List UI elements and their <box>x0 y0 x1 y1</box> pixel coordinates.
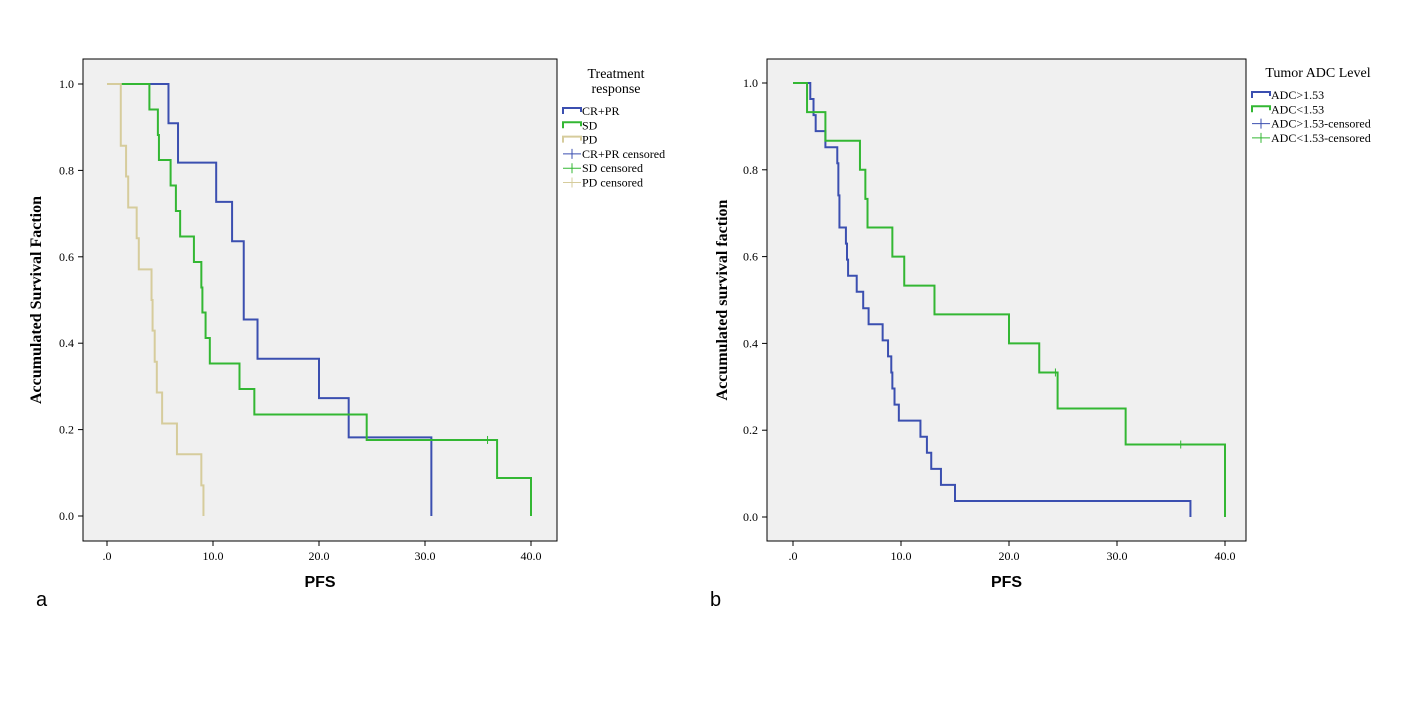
y-tick-label: 0.0 <box>743 510 758 524</box>
legend-item-label: SD <box>582 118 598 132</box>
x-tick-label: 40.0 <box>521 549 542 563</box>
legend-item-label: ADC<1.53-censored <box>1271 131 1371 145</box>
y-tick-label: 0.2 <box>743 423 758 437</box>
y-axis-title: Accumulated Survival Faction <box>28 196 45 404</box>
legend-title: Tumor ADC Level <box>1265 66 1370 81</box>
panel-label: b <box>710 589 721 611</box>
y-tick-label: 0.8 <box>59 163 74 177</box>
y-tick-label: 1.0 <box>59 77 74 91</box>
x-tick-label: 10.0 <box>891 549 912 563</box>
y-tick-label: 0.4 <box>743 336 758 350</box>
x-tick-label: 30.0 <box>1107 549 1128 563</box>
legend-swatch <box>562 121 582 129</box>
km-series-cr-pr <box>107 83 433 516</box>
y-tick-label: 0.6 <box>743 250 758 264</box>
km-series-sd <box>107 83 532 516</box>
y-tick-label: 1.0 <box>743 76 758 90</box>
legend-swatch <box>562 135 582 143</box>
y-tick-label: 0.0 <box>59 509 74 523</box>
legend-item-label: SD censored <box>582 161 643 175</box>
km-chart-b: .0 10.0 20.0 30.0 40.0 0.0 0.2 0.4 0.6 0.8 1.0 Accu… <box>710 58 1371 611</box>
legend-swatch <box>1251 105 1271 113</box>
x-tick-label: .0 <box>103 549 112 563</box>
x-axis-title: PFS <box>304 574 335 591</box>
legend-item-label: CR+PR <box>582 104 619 118</box>
legend-item-label: PD censored <box>582 176 643 190</box>
x-tick-label: 40.0 <box>1215 549 1236 563</box>
km-series-pd <box>107 83 205 516</box>
legend-swatch <box>562 107 582 114</box>
plot-area <box>766 58 1247 542</box>
x-tick-label: 10.0 <box>203 549 224 563</box>
legend-item-label: CR+PR censored <box>582 147 665 161</box>
x-tick-label: .0 <box>789 549 798 563</box>
panel-label: a <box>36 589 48 611</box>
legend-title: Treatment <box>587 67 644 82</box>
y-tick-label: 0.4 <box>59 336 74 350</box>
legend: Tumor ADC Level ADC>1.53ADC<1.53ADC>1.53-… <box>1251 66 1371 145</box>
km-series-adc-1-53 <box>793 82 1226 517</box>
km-series-adc-1-53 <box>793 82 1192 517</box>
legend-swatch <box>1251 91 1271 98</box>
km-chart-a: .0 10.0 20.0 30.0 40.0 0.0 0.2 0.4 0.6 0.8 1.0 Accu… <box>28 58 665 611</box>
plot-area <box>82 58 558 542</box>
legend-item-label: ADC>1.53 <box>1271 88 1324 102</box>
x-tick-label: 20.0 <box>999 549 1020 563</box>
x-tick-label: 30.0 <box>415 549 436 563</box>
legend-item-label: PD <box>582 133 598 147</box>
y-axis-title: Accumulated survival faction <box>714 199 731 400</box>
y-tick-label: 0.6 <box>59 250 74 264</box>
legend-title: response <box>592 82 641 97</box>
y-tick-label: 0.2 <box>59 423 74 437</box>
x-tick-label: 20.0 <box>309 549 330 563</box>
legend-item-label: ADC>1.53-censored <box>1271 117 1371 131</box>
x-axis-title: PFS <box>991 574 1022 591</box>
legend-item-label: ADC<1.53 <box>1271 102 1324 116</box>
y-tick-label: 0.8 <box>743 163 758 177</box>
